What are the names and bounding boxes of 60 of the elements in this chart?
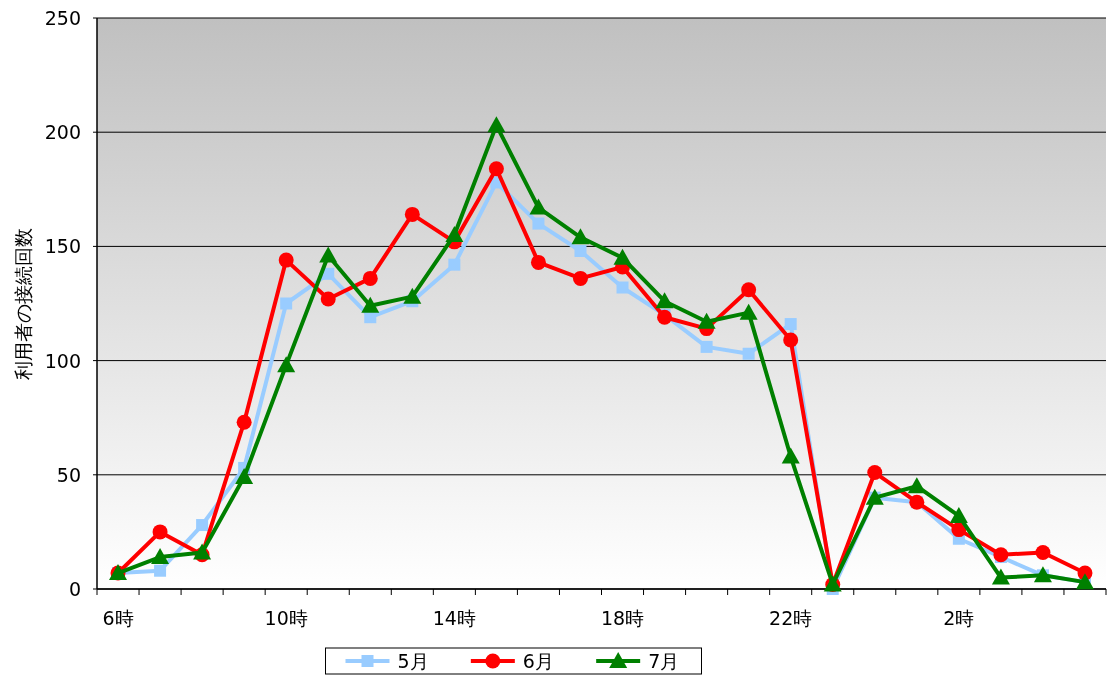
legend-label: 6月 bbox=[522, 650, 554, 672]
point bbox=[741, 282, 757, 298]
point bbox=[196, 519, 209, 532]
point bbox=[655, 292, 674, 309]
point bbox=[278, 252, 294, 268]
y-tick-label: 250 bbox=[44, 7, 81, 29]
point bbox=[193, 543, 212, 560]
point bbox=[361, 296, 380, 313]
point bbox=[951, 522, 967, 538]
point bbox=[152, 524, 168, 540]
y-tick-label: 0 bbox=[68, 578, 81, 600]
x-tick-label: 10時 bbox=[264, 607, 308, 629]
point bbox=[403, 287, 422, 304]
point bbox=[739, 303, 758, 320]
point bbox=[236, 414, 252, 430]
point bbox=[907, 477, 926, 494]
point bbox=[574, 244, 587, 257]
point bbox=[151, 548, 170, 565]
point bbox=[235, 468, 254, 485]
y-axis-title: 利用者の接続回数 bbox=[12, 227, 34, 380]
legend-label: 5月 bbox=[397, 650, 429, 672]
y-tick-label: 50 bbox=[56, 463, 81, 486]
point bbox=[404, 206, 420, 222]
point bbox=[532, 217, 545, 230]
x-tick-label: 2時 bbox=[943, 607, 975, 629]
point bbox=[488, 161, 504, 177]
y-tick-label: 100 bbox=[44, 349, 81, 372]
point bbox=[867, 465, 883, 481]
point bbox=[487, 116, 506, 133]
x-tick-label: 6時 bbox=[102, 607, 134, 629]
point bbox=[697, 312, 716, 329]
point bbox=[781, 447, 800, 464]
legend-label: 7月 bbox=[648, 650, 680, 672]
point bbox=[783, 332, 799, 348]
point bbox=[154, 564, 167, 577]
point bbox=[1035, 544, 1051, 560]
point bbox=[572, 270, 588, 286]
point bbox=[529, 198, 548, 215]
x-tick-label: 14時 bbox=[432, 607, 476, 629]
point bbox=[616, 281, 629, 294]
point bbox=[613, 248, 632, 265]
point bbox=[320, 291, 336, 307]
point bbox=[280, 297, 293, 310]
x-tick-label: 18時 bbox=[600, 607, 645, 629]
point bbox=[445, 225, 464, 242]
point bbox=[700, 340, 713, 353]
y-tick-label: 200 bbox=[44, 121, 81, 144]
point bbox=[571, 228, 590, 245]
y-tick-label: 150 bbox=[44, 235, 81, 258]
point bbox=[742, 347, 755, 360]
point bbox=[991, 568, 1010, 585]
point bbox=[784, 318, 797, 331]
point bbox=[319, 246, 338, 263]
point bbox=[362, 270, 378, 286]
point bbox=[949, 506, 968, 523]
point bbox=[277, 356, 296, 373]
point bbox=[448, 258, 461, 271]
point bbox=[530, 254, 546, 270]
x-tick-label: 22時 bbox=[769, 607, 813, 629]
point bbox=[1075, 573, 1094, 590]
